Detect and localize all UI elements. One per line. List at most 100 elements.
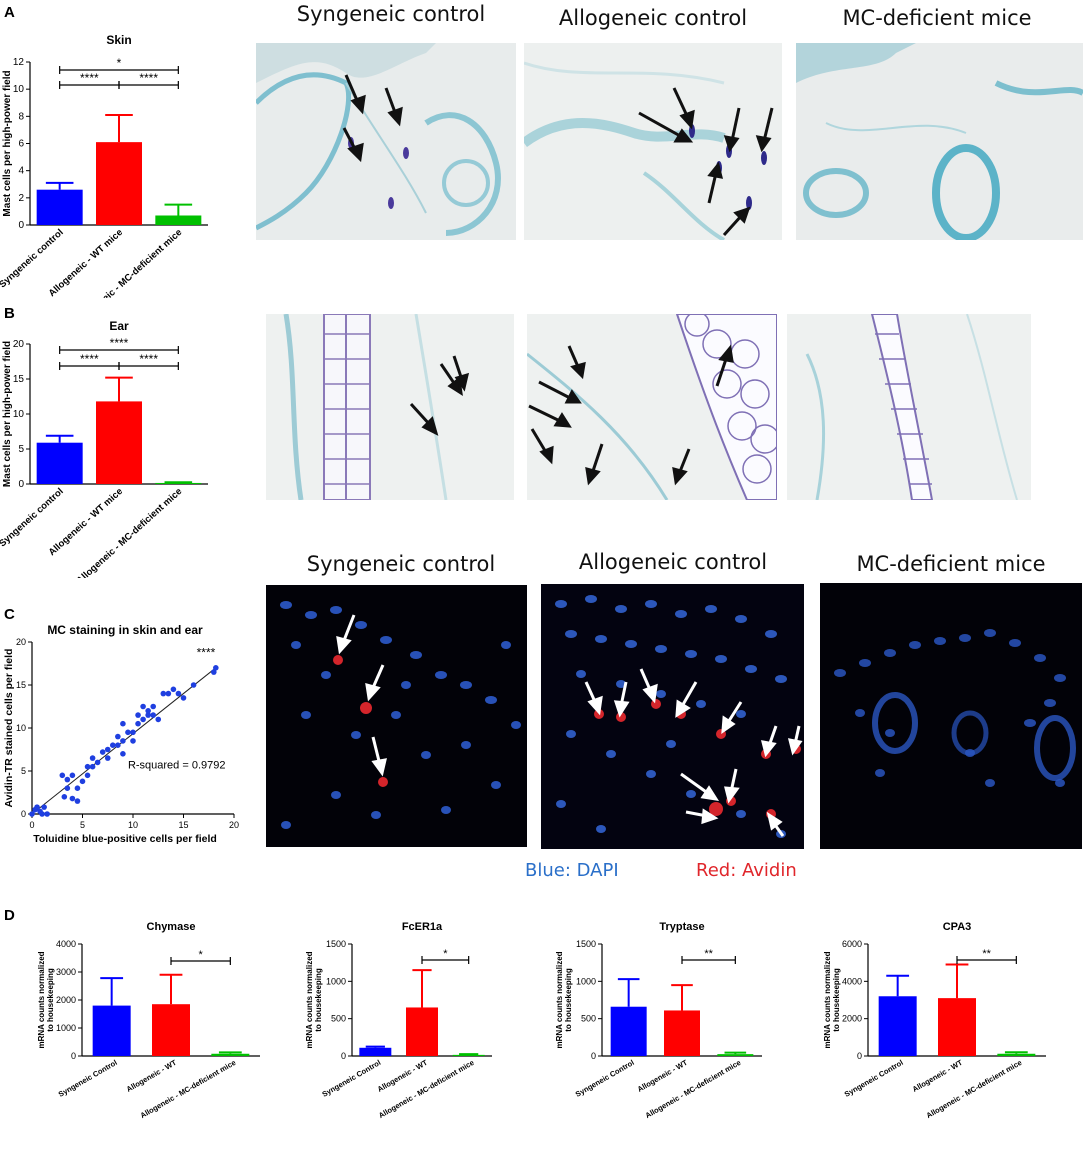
scatter-point: [140, 703, 146, 710]
scatter-point: [175, 690, 182, 697]
micrograph-ear-syngeneic: [266, 314, 514, 500]
scatter-point: [74, 798, 81, 804]
bar-3: [717, 1054, 754, 1056]
header-syngeneic-control: Syngeneic control: [296, 2, 486, 26]
fluorescence-allogeneic: [541, 584, 804, 849]
significance-label: ****: [197, 646, 216, 660]
bar-3: [211, 1053, 250, 1056]
x-category-label: Allogeneic - MC-deficient mice: [75, 486, 185, 578]
y-tick-label: 1000: [56, 1023, 76, 1033]
bar-1: [36, 442, 83, 484]
x-category-label: Allogeneic - WT: [125, 1058, 179, 1094]
chart-title: Ear: [109, 319, 129, 333]
y-tick-label: 1000: [576, 976, 596, 986]
x-tick-label: 10: [128, 820, 138, 830]
micrograph-skin-mc-deficient: [796, 43, 1083, 240]
y-tick-label: 3000: [56, 967, 76, 977]
scatter-point: [135, 712, 141, 718]
bar-2: [152, 1004, 190, 1056]
x-category-label: Syngeneic Control: [57, 1058, 119, 1099]
scatter-point: [140, 716, 146, 723]
significance-label: ****: [80, 352, 99, 366]
y-tick-label: 0: [341, 1051, 346, 1061]
y-tick-label: 1000: [326, 976, 346, 986]
scatter-point: [190, 682, 197, 688]
y-tick-label: 5: [21, 766, 26, 776]
scatter-point: [180, 695, 187, 701]
fluorescence-syngeneic: [266, 585, 527, 847]
scatter-point: [135, 720, 141, 727]
panel-letter-c: C: [4, 606, 15, 623]
x-category-label: Syngeneic control: [0, 227, 66, 290]
y-axis-label: Avidin-TR stained cells per field: [3, 649, 15, 808]
scatter-point: [120, 720, 126, 727]
scatter-point: [89, 755, 96, 761]
x-category-label: Allogeneic - WT: [636, 1058, 690, 1094]
scatter-point: [110, 742, 116, 748]
bar-1: [610, 1006, 647, 1056]
x-category-label: Allogeneic - MC-deficient mice: [139, 1058, 238, 1120]
x-tick-label: 5: [80, 820, 85, 830]
micrograph-skin-syngeneic: [256, 43, 516, 240]
scatter-point: [125, 729, 131, 736]
x-category-label: Syngeneic Control: [843, 1058, 905, 1099]
y-tick-label: 1500: [326, 939, 346, 949]
y-tick-label: 4: [18, 166, 24, 177]
significance-label: ****: [110, 336, 129, 350]
scatter-point: [44, 811, 50, 817]
y-tick-label: 20: [13, 339, 25, 350]
scatter-point: [170, 686, 177, 693]
scatter-point: [150, 712, 156, 718]
scatter-point: [84, 763, 91, 770]
y-tick-label: 15: [16, 680, 26, 690]
y-tick-label: 0: [18, 220, 24, 231]
x-axis-label: Toluidine blue-positive cells per field: [33, 833, 217, 845]
y-tick-label: 1500: [576, 939, 596, 949]
bar-2: [96, 401, 142, 484]
significance-label: ****: [80, 71, 99, 85]
bar-2: [406, 1007, 438, 1056]
scatter-point: [69, 772, 76, 779]
legend-red-avidin: Red: Avidin: [696, 860, 797, 881]
chart-title: Skin: [106, 33, 131, 47]
x-category-label: Allogeneic - MC-deficient mice: [925, 1058, 1024, 1120]
scatter-point: [213, 665, 219, 671]
r-squared-annotation: R-squared = 0.9792: [128, 759, 226, 771]
significance-label: ****: [139, 71, 158, 85]
scatter-point: [69, 795, 76, 802]
chart-title: FcER1a: [402, 921, 443, 933]
chart-title: MC staining in skin and ear: [47, 623, 203, 637]
bar-1: [92, 1005, 131, 1056]
y-tick-label: 12: [13, 57, 25, 68]
fluorescence-mc-deficient: [820, 583, 1082, 849]
x-tick-label: 20: [229, 820, 239, 830]
scatter-point: [160, 690, 167, 697]
significance-label: *: [117, 56, 122, 70]
scatter-point: [74, 785, 81, 791]
bar-2: [664, 1010, 700, 1056]
bar-3: [997, 1053, 1036, 1056]
significance-label: ****: [139, 352, 158, 366]
scatter-point: [39, 811, 45, 817]
y-tick-label: 2000: [842, 1014, 862, 1024]
bar-3: [155, 482, 202, 484]
panel-letter-a: A: [4, 4, 15, 21]
y-tick-label: 0: [71, 1051, 76, 1061]
scatter-point: [89, 763, 96, 770]
x-category-label: Syngeneic control: [0, 486, 66, 549]
chart-title: CPA3: [943, 921, 972, 933]
y-axis-label: mRNA counts normalizedto housekeeping: [823, 951, 841, 1048]
x-tick-label: 15: [178, 820, 188, 830]
scatter-point: [59, 772, 66, 779]
panel-letter-b: B: [4, 305, 15, 322]
header-allogeneic-control-fluor: Allogeneic control: [578, 550, 768, 574]
scatter-point: [29, 811, 35, 817]
y-tick-label: 2: [18, 193, 24, 204]
scatter-point: [64, 776, 71, 783]
x-category-label: Syngeneic Control: [320, 1058, 382, 1099]
bar-3: [155, 215, 202, 225]
micrograph-skin-allogeneic: [524, 43, 782, 240]
